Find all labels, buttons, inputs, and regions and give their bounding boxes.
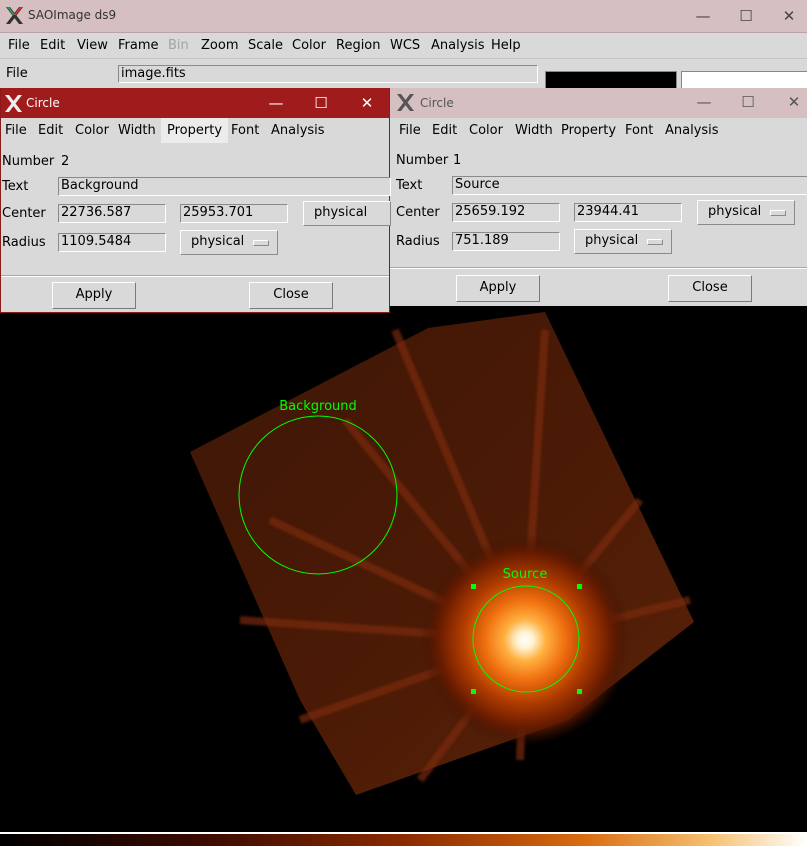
number-label: Number [2,154,55,169]
file-label: File [6,66,28,81]
background-dialog-menubar: File Edit Color Width Property Font Anal… [1,118,389,143]
option-menu-indicator-icon [770,210,786,216]
apply-button[interactable]: Apply [52,282,136,309]
source-circle-dialog: Circle — ☐ ✕ File Edit Color Width Prope… [390,88,807,306]
menu-view[interactable]: View [77,38,108,53]
menu-font[interactable]: Font [625,123,654,138]
x11-logo-icon [397,94,414,111]
minimize-icon[interactable]: — [696,93,712,111]
center-x-input[interactable]: 25659.192 [452,203,560,222]
radius-system-value: physical [191,234,245,249]
menu-color[interactable]: Color [469,123,503,138]
background-dialog-title: Circle [26,96,60,110]
menu-edit[interactable]: Edit [40,38,66,53]
menu-analysis[interactable]: Analysis [271,123,325,138]
x11-logo-icon [5,95,22,112]
text-input[interactable]: Background [58,177,391,196]
menu-analysis[interactable]: Analysis [665,123,719,138]
source-dialog-title: Circle [420,96,454,110]
center-x-input[interactable]: 22736.587 [58,204,166,223]
main-window-title: SAOImage ds9 [28,8,117,22]
minimize-icon[interactable]: — [268,94,284,112]
close-icon[interactable]: ✕ [360,94,374,112]
text-label: Text [2,179,29,194]
menu-help[interactable]: Help [491,38,521,53]
menu-file[interactable]: File [5,123,27,138]
menu-color[interactable]: Color [75,123,109,138]
radius-label: Radius [2,235,46,250]
radius-input[interactable]: 751.189 [452,232,560,251]
menu-bin: Bin [168,38,189,53]
radius-system-menu[interactable]: physical [574,229,672,254]
main-titlebar[interactable]: SAOImage ds9 — ☐ ✕ [0,0,807,33]
center-system-menu[interactable]: physical [697,200,795,225]
menu-property[interactable]: Property [561,123,617,138]
source-dialog-titlebar[interactable]: Circle — ☐ ✕ [390,88,807,118]
center-system-value: physical [314,205,368,220]
menu-analysis[interactable]: Analysis [431,38,485,53]
file-name-field: image.fits [118,65,538,83]
maximize-icon[interactable]: ☐ [741,93,755,111]
center-label: Center [396,205,440,220]
number-label: Number [396,153,449,168]
number-value: 2 [61,154,70,169]
selection-handle-bottom-left[interactable] [471,689,476,694]
background-region-label: Background [279,399,357,414]
radius-label: Radius [396,234,440,249]
colorbar[interactable] [0,832,807,846]
menu-wcs[interactable]: WCS [390,38,421,53]
menu-scale[interactable]: Scale [248,38,283,53]
menu-property[interactable]: Property [161,118,229,143]
menu-zoom[interactable]: Zoom [201,38,239,53]
background-region-circle[interactable] [238,415,398,575]
close-button[interactable]: Close [249,282,333,309]
text-label: Text [396,178,423,193]
selection-handle-top-right[interactable] [577,584,582,589]
menu-edit[interactable]: Edit [432,123,458,138]
radius-input[interactable]: 1109.5484 [58,233,166,252]
center-y-input[interactable]: 25953.701 [180,204,288,223]
menu-width[interactable]: Width [118,123,156,138]
menu-edit[interactable]: Edit [38,123,64,138]
x11-logo-icon [6,7,23,24]
radius-system-menu[interactable]: physical [180,230,278,255]
option-menu-indicator-icon [647,239,663,245]
background-circle-dialog: Circle — ☐ ✕ File Edit Color Width Prope… [0,88,391,313]
source-region-circle[interactable] [472,585,580,693]
minimize-icon[interactable]: — [695,7,711,25]
menu-file[interactable]: File [399,123,421,138]
menu-width[interactable]: Width [515,123,553,138]
selection-handle-bottom-right[interactable] [577,689,582,694]
number-value: 1 [453,153,462,168]
maximize-icon[interactable]: ☐ [314,94,328,112]
source-dialog-menubar: File Edit Color Width Property Font Anal… [390,118,807,143]
main-menubar: File Edit View Frame Bin Zoom Scale Colo… [0,33,807,58]
selection-handle-top-left[interactable] [471,584,476,589]
close-icon[interactable]: ✕ [782,7,796,25]
menu-color[interactable]: Color [292,38,326,53]
menu-file[interactable]: File [8,38,30,53]
menu-region[interactable]: Region [336,38,381,53]
dialog-separator [390,267,807,269]
close-icon[interactable]: ✕ [787,93,801,111]
info-panel: File image.fits [0,58,807,93]
center-system-value: physical [708,204,762,219]
center-system-menu[interactable]: physical [303,201,391,226]
apply-button[interactable]: Apply [456,275,540,302]
option-menu-indicator-icon [253,240,269,246]
maximize-icon[interactable]: ☐ [739,7,753,25]
close-button[interactable]: Close [668,275,752,302]
dialog-separator [1,275,389,277]
center-y-input[interactable]: 23944.41 [574,203,682,222]
radius-system-value: physical [585,233,639,248]
menu-font[interactable]: Font [231,123,260,138]
menu-frame[interactable]: Frame [118,38,159,53]
source-region-label: Source [503,567,548,582]
center-label: Center [2,206,46,221]
text-input[interactable]: Source [452,176,807,195]
background-dialog-titlebar[interactable]: Circle — ☐ ✕ [1,88,389,118]
